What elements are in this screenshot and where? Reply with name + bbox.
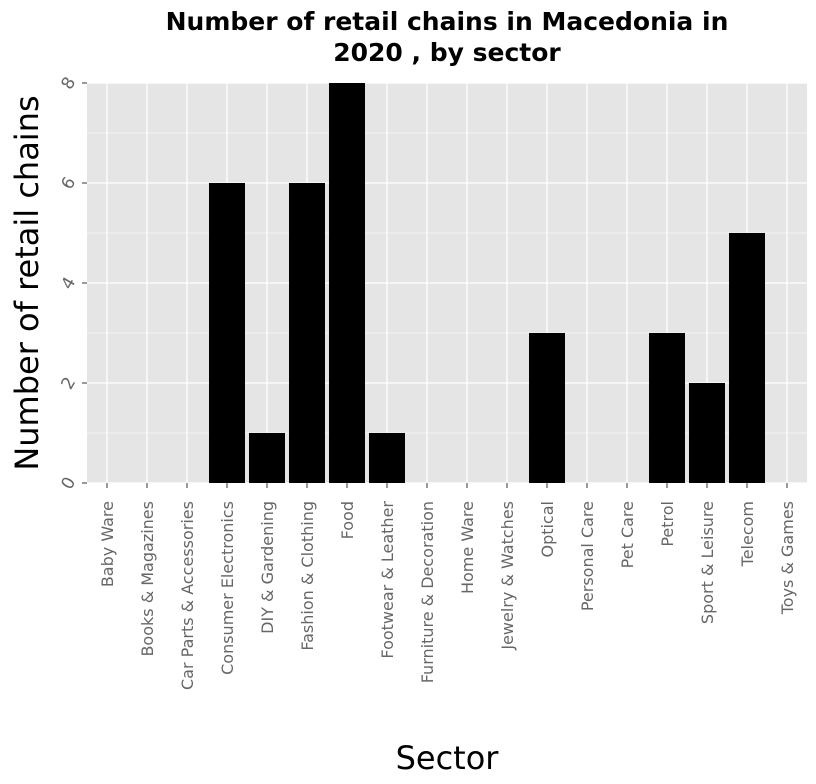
bar — [289, 183, 325, 483]
bar — [209, 183, 245, 483]
y-axis: 0 2 4 6 8 — [57, 74, 87, 493]
y-tick-label: 4 — [57, 274, 80, 293]
x-tick-label: Furniture & Decoration — [418, 501, 437, 683]
bar — [249, 433, 285, 483]
x-tick-label: Optical — [538, 501, 557, 558]
x-tick-label: Footwear & Leather — [378, 501, 397, 659]
x-tick-label: Personal Care — [578, 501, 597, 611]
x-tick-label: Food — [338, 501, 357, 539]
y-tick-label: 6 — [57, 174, 80, 193]
x-axis-title: Sector — [396, 739, 500, 777]
bar — [369, 433, 405, 483]
x-tick-label: Consumer Electronics — [218, 501, 237, 675]
x-tick-label: Pet Care — [618, 501, 637, 568]
bars — [209, 83, 765, 483]
x-tick-label: Car Parts & Accessories — [178, 501, 197, 690]
x-tick-label: Petrol — [658, 501, 677, 547]
x-tick-label: Baby Ware — [98, 501, 117, 587]
chart-title-line-2: 2020 , by sector — [333, 38, 561, 67]
x-tick-label: Toys & Games — [778, 501, 797, 615]
x-tick-label: Telecom — [738, 501, 757, 567]
x-tick-label: DIY & Gardening — [258, 501, 277, 634]
bar — [529, 333, 565, 483]
bar — [329, 83, 365, 483]
chart-title-line-1: Number of retail chains in Macedonia in — [166, 7, 729, 36]
x-tick-label: Jewelry & Watches — [498, 501, 517, 651]
y-tick-label: 2 — [57, 374, 80, 393]
bar — [649, 333, 685, 483]
y-tick-label: 0 — [57, 474, 80, 493]
y-axis-title: Number of retail chains — [8, 95, 46, 470]
x-tick-label: Books & Magazines — [138, 501, 157, 657]
x-axis: Baby Ware Books & Magazines Car Parts & Ac… — [98, 483, 797, 690]
x-tick-label: Home Ware — [458, 501, 477, 594]
x-tick-label: Fashion & Clothing — [298, 501, 317, 651]
bar — [729, 233, 765, 483]
x-tick-label: Sport & Leisure — [698, 501, 717, 624]
bar — [689, 383, 725, 483]
y-tick-label: 8 — [57, 74, 80, 93]
